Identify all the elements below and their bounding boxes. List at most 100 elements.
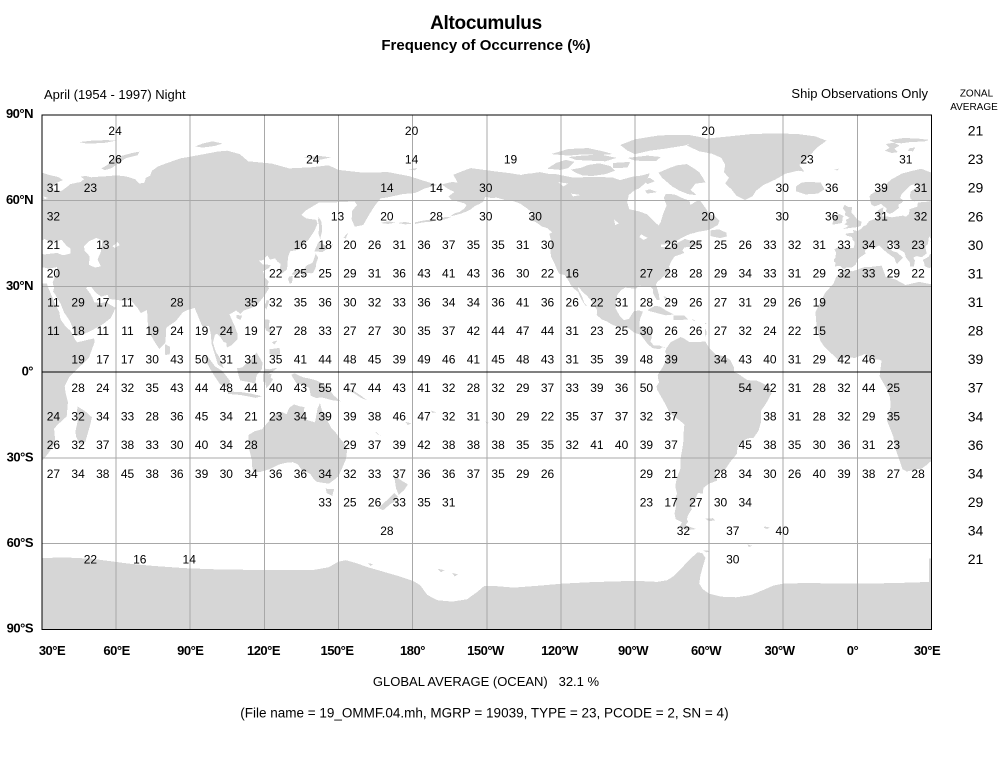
- svg-text:30: 30: [714, 495, 728, 509]
- svg-text:47: 47: [417, 410, 431, 424]
- svg-text:34: 34: [244, 467, 258, 481]
- svg-text:26: 26: [566, 295, 580, 309]
- svg-text:31: 31: [788, 267, 802, 281]
- svg-text:24: 24: [47, 410, 61, 424]
- svg-text:36: 36: [541, 295, 555, 309]
- svg-text:41: 41: [590, 438, 604, 452]
- svg-text:50: 50: [640, 381, 654, 395]
- svg-text:32: 32: [71, 438, 85, 452]
- svg-text:46: 46: [393, 410, 407, 424]
- svg-text:28: 28: [640, 295, 654, 309]
- svg-text:32: 32: [47, 210, 61, 224]
- svg-text:22: 22: [911, 267, 925, 281]
- svg-text:26: 26: [368, 238, 382, 252]
- svg-text:27: 27: [714, 295, 728, 309]
- svg-text:32: 32: [121, 381, 135, 395]
- svg-text:24: 24: [108, 124, 122, 138]
- svg-text:45: 45: [195, 410, 209, 424]
- svg-text:28: 28: [714, 467, 728, 481]
- svg-text:14: 14: [183, 553, 197, 567]
- svg-text:30: 30: [763, 467, 777, 481]
- svg-text:39: 39: [640, 438, 654, 452]
- svg-text:29: 29: [640, 467, 654, 481]
- svg-text:0°: 0°: [847, 643, 859, 658]
- svg-text:43: 43: [294, 381, 308, 395]
- svg-text:30: 30: [393, 324, 407, 338]
- svg-text:43: 43: [541, 353, 555, 367]
- svg-text:35: 35: [887, 410, 901, 424]
- svg-text:44: 44: [491, 324, 505, 338]
- svg-text:22: 22: [541, 267, 555, 281]
- svg-text:30: 30: [146, 353, 160, 367]
- svg-text:43: 43: [393, 381, 407, 395]
- svg-text:37: 37: [664, 410, 678, 424]
- svg-text:45: 45: [121, 467, 135, 481]
- svg-text:30: 30: [968, 237, 984, 253]
- svg-text:31: 31: [899, 153, 913, 167]
- svg-text:32: 32: [71, 410, 85, 424]
- svg-text:34: 34: [739, 495, 753, 509]
- svg-text:26: 26: [788, 295, 802, 309]
- svg-text:35: 35: [417, 495, 431, 509]
- svg-text:24: 24: [96, 381, 110, 395]
- svg-text:55: 55: [318, 381, 332, 395]
- svg-text:31: 31: [368, 267, 382, 281]
- svg-text:31: 31: [566, 353, 580, 367]
- svg-text:39: 39: [318, 410, 332, 424]
- svg-text:38: 38: [146, 467, 160, 481]
- svg-text:34: 34: [442, 295, 456, 309]
- svg-text:17: 17: [664, 495, 678, 509]
- svg-text:35: 35: [491, 238, 505, 252]
- svg-text:36: 36: [417, 295, 431, 309]
- svg-text:Ship Observations Only: Ship Observations Only: [791, 86, 928, 101]
- svg-text:36: 36: [393, 267, 407, 281]
- svg-text:30: 30: [516, 267, 530, 281]
- svg-text:13: 13: [96, 238, 110, 252]
- svg-text:26: 26: [47, 438, 61, 452]
- svg-text:41: 41: [294, 353, 308, 367]
- svg-text:34: 34: [96, 410, 110, 424]
- svg-text:34: 34: [220, 438, 234, 452]
- svg-text:31: 31: [615, 295, 629, 309]
- svg-text:60°N: 60°N: [6, 192, 33, 207]
- svg-text:39: 39: [615, 353, 629, 367]
- svg-text:31: 31: [442, 495, 456, 509]
- svg-text:35: 35: [491, 467, 505, 481]
- svg-text:20: 20: [343, 238, 357, 252]
- svg-text:37: 37: [615, 410, 629, 424]
- svg-text:32: 32: [837, 410, 851, 424]
- svg-text:35: 35: [566, 410, 580, 424]
- svg-text:30°E: 30°E: [914, 643, 941, 658]
- svg-text:28: 28: [244, 438, 258, 452]
- svg-text:Altocumulus: Altocumulus: [430, 13, 542, 34]
- svg-text:25: 25: [714, 238, 728, 252]
- svg-text:41: 41: [442, 267, 456, 281]
- svg-text:38: 38: [368, 410, 382, 424]
- svg-text:44: 44: [862, 381, 876, 395]
- svg-text:19: 19: [146, 324, 160, 338]
- svg-text:30: 30: [170, 438, 184, 452]
- svg-text:36: 36: [837, 438, 851, 452]
- svg-text:29: 29: [516, 410, 530, 424]
- svg-text:26: 26: [664, 324, 678, 338]
- svg-text:34: 34: [294, 410, 308, 424]
- svg-text:36: 36: [294, 467, 308, 481]
- svg-text:37: 37: [541, 381, 555, 395]
- svg-text:33: 33: [368, 467, 382, 481]
- svg-text:32: 32: [368, 295, 382, 309]
- svg-text:31: 31: [862, 438, 876, 452]
- svg-text:28: 28: [467, 381, 481, 395]
- svg-text:47: 47: [343, 381, 357, 395]
- svg-text:60°W: 60°W: [691, 643, 722, 658]
- svg-text:90°S: 90°S: [7, 621, 34, 636]
- svg-text:30: 30: [776, 181, 790, 195]
- svg-text:27: 27: [343, 324, 357, 338]
- svg-text:32: 32: [269, 295, 283, 309]
- svg-text:21: 21: [968, 123, 984, 139]
- svg-text:24: 24: [306, 153, 320, 167]
- svg-text:34: 34: [968, 466, 984, 482]
- svg-text:90°N: 90°N: [6, 106, 33, 121]
- svg-text:28: 28: [813, 410, 827, 424]
- svg-text:38: 38: [467, 438, 481, 452]
- svg-text:46: 46: [442, 353, 456, 367]
